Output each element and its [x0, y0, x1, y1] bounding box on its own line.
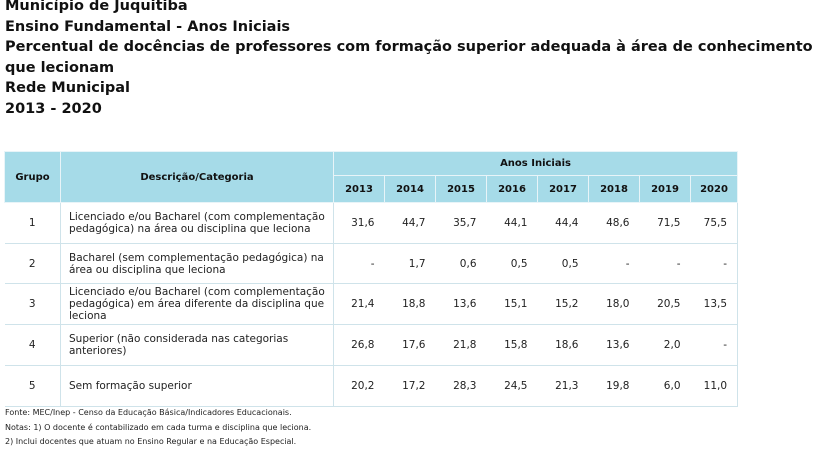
- descricao-cell: Bacharel (sem complementação pedagógica)…: [60, 243, 334, 284]
- value-cell: 18,8: [384, 283, 436, 325]
- value-cell: -: [333, 243, 385, 284]
- value-cell: 6,0: [639, 365, 691, 407]
- header-anos-iniciais: Anos Iniciais: [332, 151, 739, 176]
- value-cell: 28,3: [435, 365, 487, 407]
- value-cell: 44,1: [486, 202, 538, 244]
- header-year: 2017: [537, 175, 589, 203]
- value-cell: 18,0: [588, 283, 640, 325]
- header-year: 2020: [689, 175, 739, 203]
- descricao-cell: Licenciado e/ou Bacharel (com complement…: [60, 202, 334, 244]
- value-cell: -: [639, 243, 691, 284]
- value-cell: 0,5: [537, 243, 589, 284]
- value-cell: 0,5: [486, 243, 538, 284]
- footnotes: Fonte: MEC/Inep - Censo da Educação Bási…: [5, 406, 311, 450]
- descricao-cell: Superior (não considerada nas categorias…: [60, 324, 334, 366]
- data-table: Grupo Descrição/Categoria Anos Iniciais …: [4, 151, 739, 407]
- header-grupo: Grupo: [4, 151, 61, 203]
- network-title: Rede Municipal: [5, 80, 131, 96]
- value-cell: 15,2: [537, 283, 589, 325]
- value-cell: 20,2: [333, 365, 385, 407]
- header-descricao: Descrição/Categoria: [60, 151, 334, 203]
- value-cell: 21,3: [537, 365, 589, 407]
- value-cell: 17,6: [384, 324, 436, 366]
- value-cell: 15,8: [486, 324, 538, 366]
- value-cell: 31,6: [333, 202, 385, 244]
- period-title: 2013 - 2020: [5, 100, 102, 117]
- value-cell: -: [690, 243, 739, 284]
- header-year: 2015: [435, 175, 487, 203]
- table-row: 3 Licenciado e/ou Bacharel (com compleme…: [4, 283, 739, 325]
- grupo-cell: 5: [4, 365, 61, 407]
- header-year: 2016: [486, 175, 538, 203]
- value-cell: 18,6: [537, 324, 589, 366]
- table-row: 5 Sem formação superior 20,2 17,2 28,3 2…: [4, 365, 739, 407]
- value-cell: 35,7: [435, 202, 487, 244]
- note-1: Notas: 1) O docente é contabilizado em c…: [5, 422, 312, 432]
- value-cell: 20,5: [639, 283, 691, 325]
- value-cell: 71,5: [639, 202, 691, 244]
- value-cell: 24,5: [486, 365, 538, 407]
- value-cell: 13,6: [435, 283, 487, 325]
- value-cell: 19,8: [588, 365, 640, 407]
- value-cell: 26,8: [333, 324, 385, 366]
- indicator-title: Percentual de docências de professores c…: [5, 39, 813, 76]
- value-cell: 17,2: [384, 365, 436, 407]
- value-cell: 15,1: [486, 283, 538, 325]
- table-row: 2 Bacharel (sem complementação pedagógic…: [4, 243, 739, 284]
- table-row: 1 Licenciado e/ou Bacharel (com compleme…: [4, 202, 739, 244]
- value-cell: 48,6: [588, 202, 640, 244]
- grupo-cell: 2: [4, 243, 61, 284]
- value-cell: 75,5: [690, 202, 739, 244]
- education-level-title: Ensino Fundamental - Anos Iniciais: [5, 18, 291, 35]
- note-2: 2) Inclui docentes que atuam no Ensino R…: [5, 437, 297, 446]
- value-cell: 21,8: [435, 324, 487, 366]
- value-cell: 13,6: [588, 324, 640, 366]
- header-year: 2014: [384, 175, 436, 203]
- grupo-cell: 3: [4, 283, 61, 325]
- value-cell: -: [588, 243, 640, 284]
- municipality-title: Município de Juquitiba: [5, 0, 188, 14]
- header-year: 2019: [639, 175, 691, 203]
- descricao-cell: Sem formação superior: [60, 365, 334, 407]
- value-cell: 1,7: [384, 243, 436, 284]
- value-cell: 21,4: [333, 283, 385, 325]
- header-year: 2013: [333, 175, 385, 203]
- grupo-cell: 1: [4, 202, 61, 244]
- value-cell: -: [690, 324, 739, 366]
- value-cell: 44,7: [384, 202, 436, 244]
- value-cell: 44,4: [537, 202, 589, 244]
- descricao-cell: Licenciado e/ou Bacharel (com complement…: [60, 283, 334, 325]
- report-header: Município de Juquitiba Ensino Fundamenta…: [5, 0, 817, 119]
- value-cell: 11,0: [690, 365, 739, 407]
- table-row: 4 Superior (não considerada nas categori…: [4, 324, 739, 366]
- header-year: 2018: [588, 175, 640, 203]
- grupo-cell: 4: [4, 324, 61, 366]
- value-cell: 2,0: [639, 324, 691, 366]
- value-cell: 13,5: [690, 283, 739, 325]
- source-note: Fonte: MEC/Inep - Censo da Educação Bási…: [5, 408, 292, 417]
- value-cell: 0,6: [435, 243, 487, 284]
